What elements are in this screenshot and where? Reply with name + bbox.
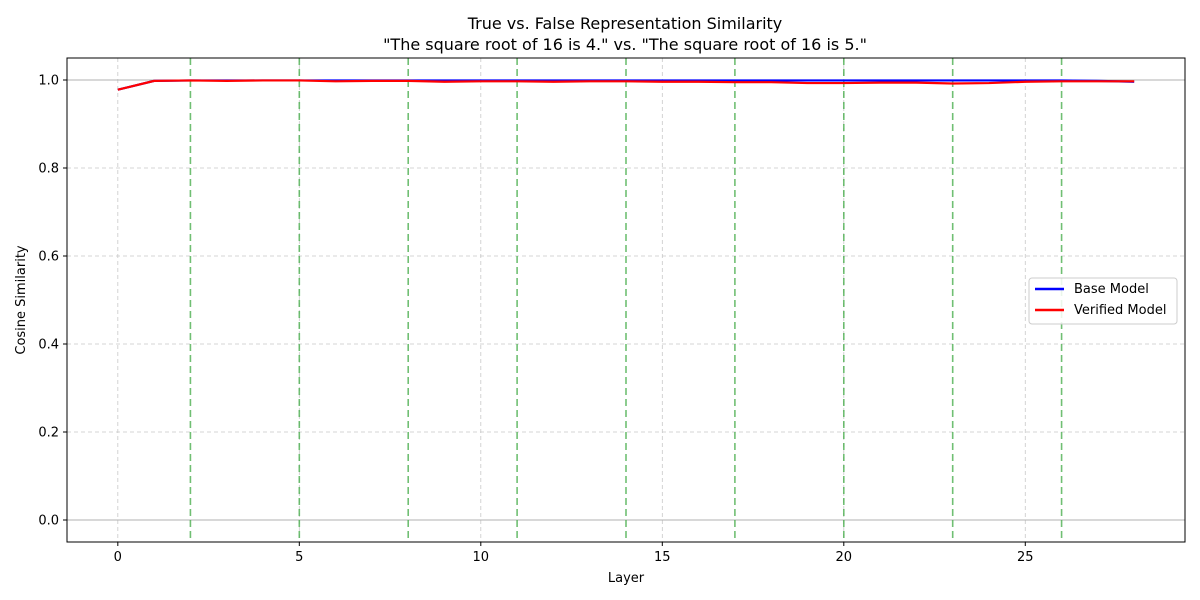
legend-label-verified-model: Verified Model [1074,303,1166,318]
y-tick-label: 0.2 [38,426,59,441]
y-tick-label: 0.6 [38,250,59,265]
legend-label-base-model: Base Model [1074,282,1149,297]
x-axis-label: Layer [608,571,645,586]
y-axis-ticks: 0.0 0.2 0.4 0.6 0.8 1.0 [38,74,67,529]
chart-title: True vs. False Representation Similarity [467,14,783,33]
y-axis-label: Cosine Similarity [14,245,29,355]
x-tick-label: 10 [473,550,490,565]
plot-frame [66,57,1186,543]
x-tick-label: 0 [114,550,122,565]
series-line-verified-model [117,79,1135,91]
x-tick-label: 15 [654,550,671,565]
legend: Base Model Verified Model [1028,277,1178,325]
x-tick-label: 5 [295,550,303,565]
y-tick-label: 1.0 [38,74,59,89]
x-tick-label: 20 [836,550,853,565]
y-tick-label: 0.0 [38,514,59,529]
highlight-layer-lines [189,58,1063,542]
y-tick-label: 0.4 [38,338,59,353]
legend-box [1028,277,1178,325]
series-lines [117,79,1135,91]
x-tick-label: 25 [1017,550,1034,565]
x-axis-ticks: 0 5 10 15 20 25 [114,542,1034,565]
chart-subtitle: "The square root of 16 is 4." vs. "The s… [383,35,867,54]
y-tick-label: 0.8 [38,162,59,177]
